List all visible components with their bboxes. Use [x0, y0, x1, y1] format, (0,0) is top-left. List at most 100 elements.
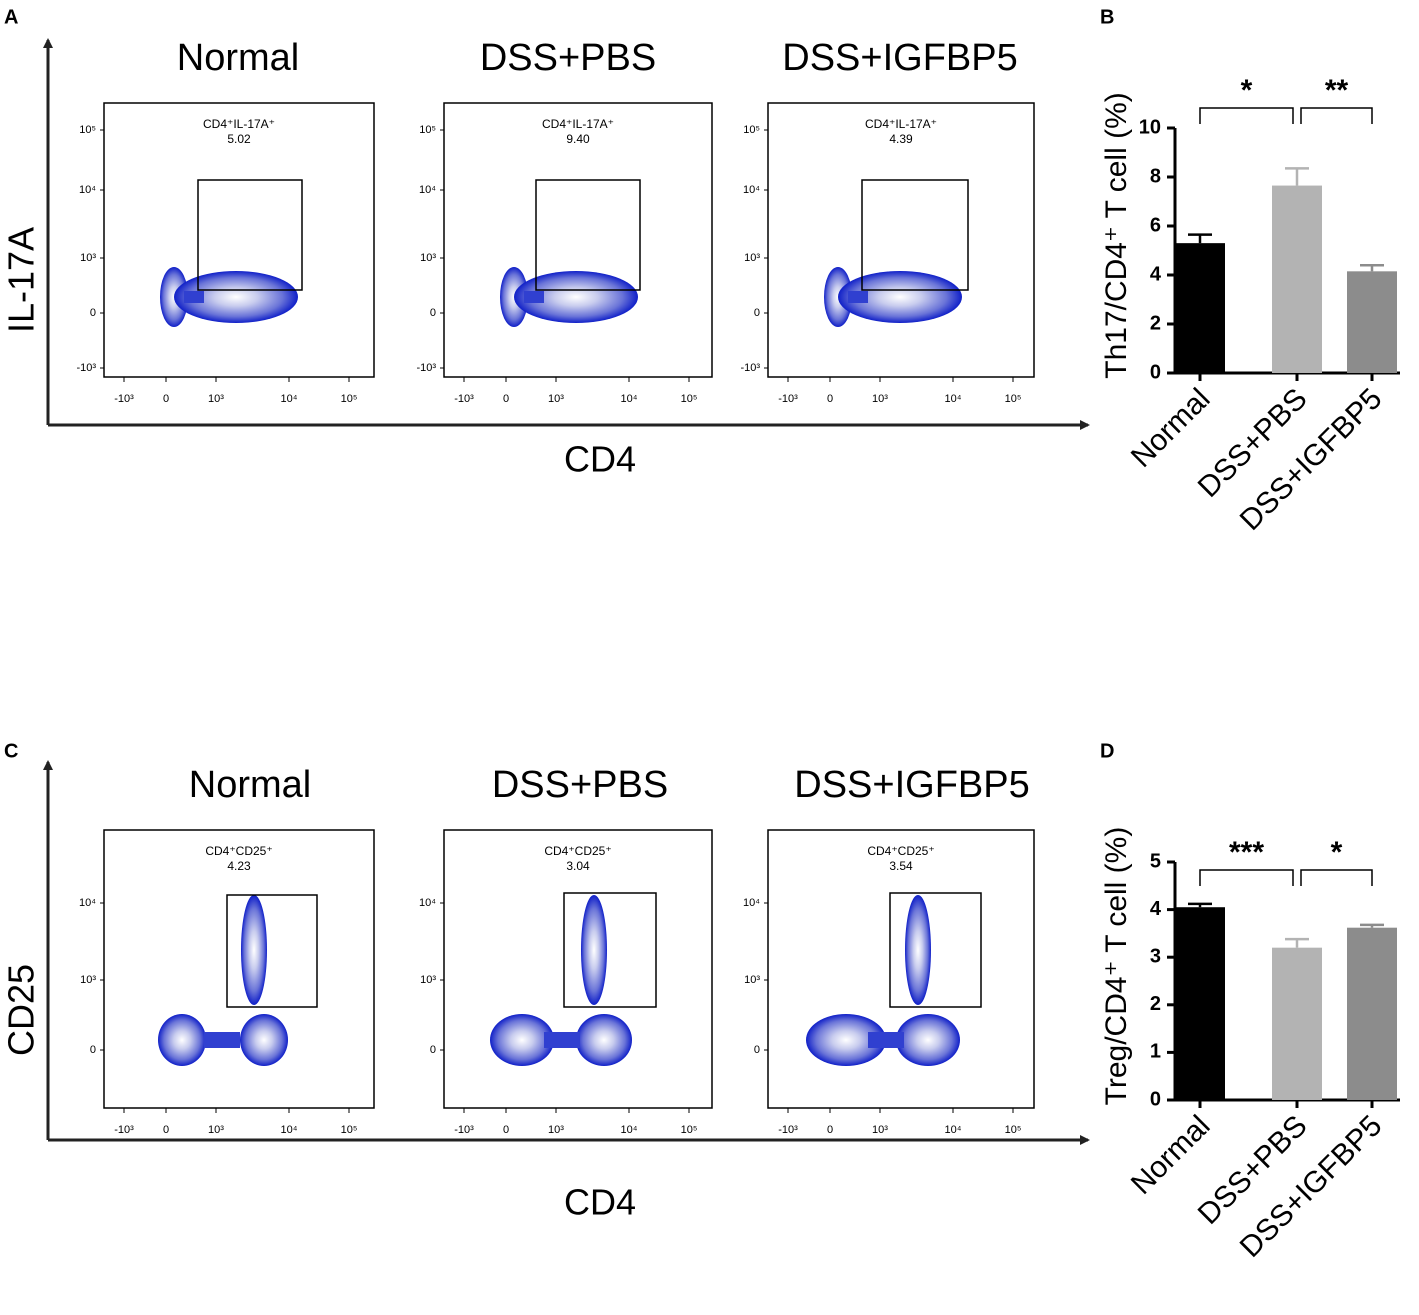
y-tick-label: 10⁵ [419, 124, 436, 136]
y-tick-label: 4 [1150, 898, 1162, 920]
y-axis-label: CD25 [1, 964, 42, 1056]
y-tick-label: 10³ [420, 974, 436, 986]
y-tick-label: 0 [1150, 361, 1161, 383]
y-tick-label: 10⁴ [79, 184, 96, 196]
x-tick-label: 10⁵ [1005, 393, 1022, 405]
y-tick-label: -10³ [740, 362, 760, 374]
y-tick-label: 10⁵ [743, 124, 760, 136]
y-tick-label: 10³ [80, 974, 96, 986]
x-tick-label: 10⁴ [281, 1124, 298, 1136]
y-tick-label: 0 [754, 307, 760, 319]
x-tick-label: 0 [503, 393, 509, 405]
population [241, 895, 267, 1005]
gate-label: CD4⁺CD25⁺ [867, 844, 934, 858]
plot-title: DSS+IGFBP5 [794, 764, 1029, 806]
y-tick-label: 8 [1150, 165, 1161, 187]
y-tick-label: 0 [754, 1044, 760, 1056]
x-tick-label: 10⁴ [281, 393, 298, 405]
plot-title: DSS+IGFBP5 [782, 37, 1017, 79]
y-tick-label: 10³ [420, 252, 436, 264]
gate-label: CD4⁺IL-17A⁺ [542, 117, 614, 131]
bar [1175, 243, 1225, 373]
x-tick-label: 10³ [548, 393, 564, 405]
x-tick-label: 10³ [208, 1124, 224, 1136]
y-tick-label: 10³ [744, 974, 760, 986]
population [896, 1014, 960, 1066]
density-plot [806, 895, 960, 1066]
significance-bracket [1300, 107, 1373, 124]
panel-label: B [1100, 6, 1114, 28]
y-tick-label: 6 [1150, 214, 1161, 236]
gate-percent: 4.23 [227, 859, 251, 873]
significance-bracket [1300, 869, 1373, 886]
plot-frame [103, 102, 375, 378]
x-tick-label: 10⁵ [341, 1124, 358, 1136]
y-tick-label: 2 [1150, 993, 1161, 1015]
y-tick-label: 4 [1150, 263, 1162, 285]
density-plot [500, 267, 638, 327]
y-tick-label: 5 [1150, 850, 1161, 872]
population-bridge [848, 291, 868, 303]
significance-label: * [1241, 74, 1253, 107]
x-tick-label: -10³ [454, 1124, 474, 1136]
y-axis-label: Treg/CD4⁺ T cell (%) [1100, 827, 1133, 1106]
gate-percent: 5.02 [227, 132, 251, 146]
x-tick-label: -10³ [114, 1124, 134, 1136]
x-axis-label: CD4 [564, 1182, 636, 1223]
gate [197, 179, 303, 291]
y-tick-label: 10⁴ [79, 897, 96, 909]
x-tick-label: -10³ [778, 1124, 798, 1136]
gate-label: CD4⁺IL-17A⁺ [865, 117, 937, 131]
population [806, 1014, 886, 1066]
plot-title: Normal [177, 37, 299, 79]
significance-bracket [1199, 869, 1294, 886]
x-tick-label: 10⁴ [621, 393, 638, 405]
y-tick-label: 10⁴ [743, 184, 760, 196]
y-axis-label: Th17/CD4⁺ T cell (%) [1100, 92, 1133, 378]
population-bridge [868, 1032, 904, 1048]
x-tick-label: 0 [827, 1124, 833, 1136]
x-tick-label: 10³ [872, 393, 888, 405]
plot-frame [443, 829, 713, 1109]
y-tick-label: 10³ [80, 252, 96, 264]
gate [226, 894, 318, 1008]
x-tick-label: 10⁴ [945, 393, 962, 405]
bar [1175, 907, 1225, 1100]
plot-frame [103, 829, 375, 1109]
population-bridge [524, 291, 544, 303]
y-tick-label: 10⁴ [419, 184, 436, 196]
gate [889, 892, 982, 1008]
population-bridge [184, 291, 204, 303]
population [514, 271, 638, 323]
significance-label: *** [1229, 836, 1264, 869]
x-tick-label: 10⁵ [681, 393, 698, 405]
population [240, 1014, 288, 1066]
bar [1272, 185, 1322, 373]
gate-percent: 3.54 [889, 859, 913, 873]
y-tick-label: 1 [1150, 1041, 1161, 1063]
significance-label: ** [1325, 74, 1349, 107]
x-tick-label: 0 [503, 1124, 509, 1136]
y-tick-label: 10 [1139, 116, 1161, 138]
population-bridge [204, 1032, 240, 1048]
x-tick-label: 0 [827, 393, 833, 405]
density-plot [160, 267, 298, 327]
x-tick-label: 10³ [548, 1124, 564, 1136]
x-tick-label: 10³ [872, 1124, 888, 1136]
y-tick-label: 10³ [744, 252, 760, 264]
panel-label: A [4, 6, 18, 28]
gate-percent: 4.39 [889, 132, 913, 146]
x-tick-label: -10³ [114, 393, 134, 405]
x-tick-label: 0 [163, 393, 169, 405]
y-tick-label: 3 [1150, 945, 1161, 967]
plot-frame [767, 829, 1035, 1109]
bar [1347, 271, 1397, 373]
y-tick-label: 0 [90, 1044, 96, 1056]
significance-label: * [1331, 836, 1343, 869]
gate [535, 179, 641, 291]
density-plot [490, 895, 632, 1066]
panel-label: C [4, 740, 18, 762]
population [158, 1014, 206, 1066]
gate-label: CD4⁺IL-17A⁺ [203, 117, 275, 131]
